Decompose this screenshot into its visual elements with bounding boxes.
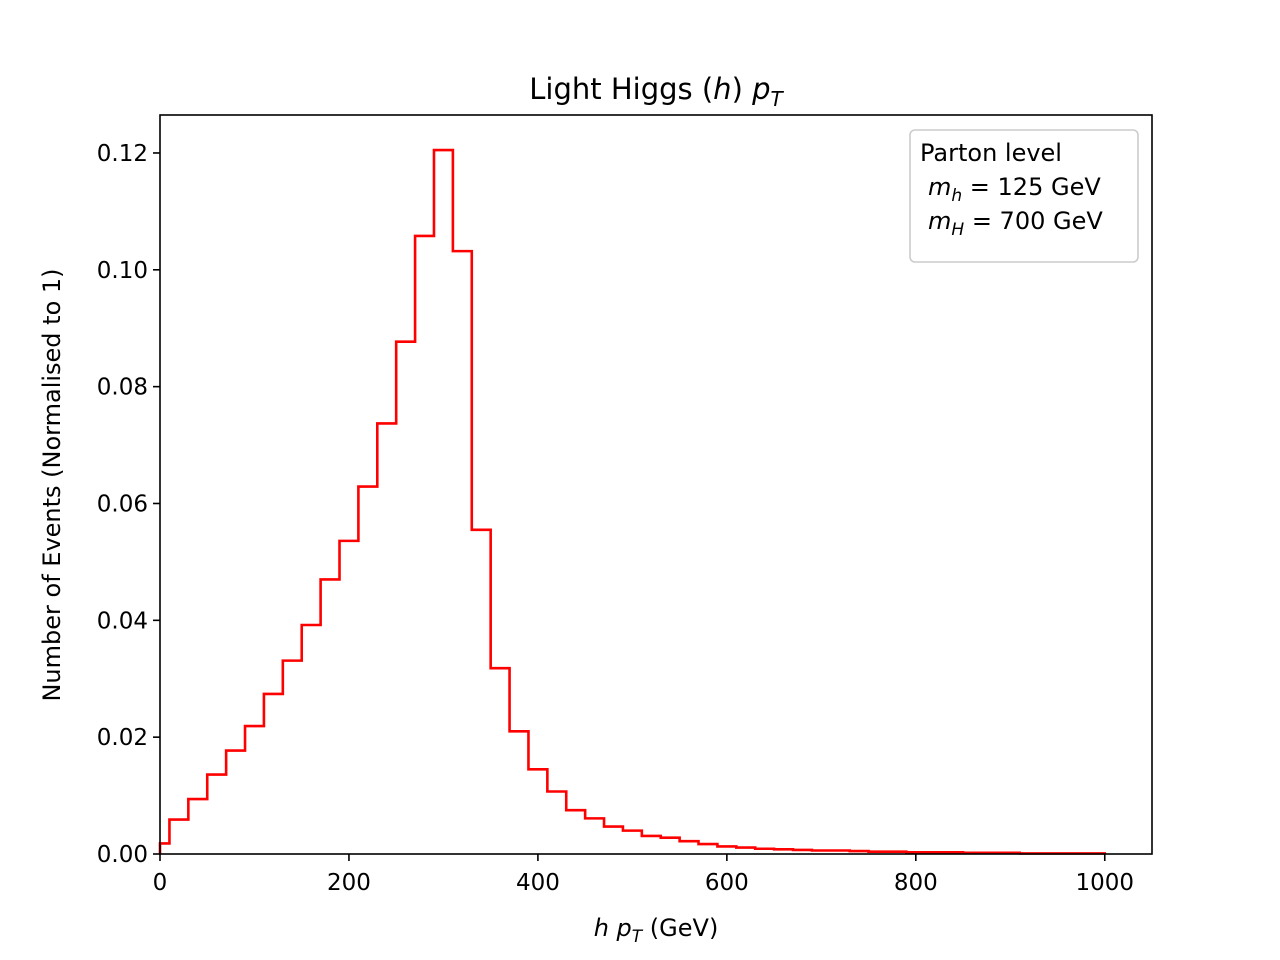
y-axis-label: Number of Events (Normalised to 1) <box>38 268 66 701</box>
legend-line-mh: mh = 125 GeV <box>928 173 1101 206</box>
x-tick-label: 800 <box>894 870 938 896</box>
x-axis-label: h pT (GeV) <box>594 914 719 947</box>
histogram-bin <box>377 423 396 854</box>
histogram-bin <box>283 661 302 854</box>
histogram-bin <box>585 818 604 854</box>
histogram-bin <box>434 150 453 854</box>
histogram-bin <box>340 541 359 854</box>
histogram-bin <box>472 530 491 854</box>
histogram-bin <box>661 838 680 854</box>
histogram-bin <box>699 844 718 854</box>
histogram-bin <box>245 726 264 854</box>
histogram-bin <box>491 668 510 854</box>
x-tick-label: 400 <box>516 870 560 896</box>
histogram-bin <box>226 751 245 854</box>
plot-area: 0 200 400 600 800 1000 0.000.020.040.060.080.… <box>97 114 1153 896</box>
x-axis-ticks: 0 200 400 600 800 1000 <box>153 854 1134 896</box>
histogram-bin <box>415 236 434 854</box>
y-tick-label: 0.08 <box>97 375 148 401</box>
y-tick-label: 0.12 <box>97 141 148 167</box>
legend-box <box>909 129 1139 263</box>
y-tick-label: 0.02 <box>97 725 148 751</box>
x-tick-label: 0 <box>153 870 168 896</box>
histogram-bin <box>547 791 566 854</box>
histogram-bin <box>604 827 623 854</box>
y-tick-label: 0.10 <box>97 258 148 284</box>
histogram-bin <box>510 731 529 854</box>
histogram-bin <box>358 487 377 854</box>
y-tick-label: 0.00 <box>97 842 148 868</box>
histogram-step-line <box>158 148 1107 855</box>
histogram-bin <box>453 251 472 854</box>
y-tick-label: 0.04 <box>97 608 148 634</box>
histogram-bin <box>321 579 340 854</box>
histogram-bin <box>717 846 736 854</box>
legend-line-parton-level: Parton level <box>920 139 1062 167</box>
histogram-bin <box>264 694 283 854</box>
histogram-bin <box>680 841 699 854</box>
histogram-bin <box>302 625 321 854</box>
histogram-bin <box>169 820 188 854</box>
x-tick-label: 1000 <box>1075 870 1134 896</box>
y-tick-label: 0.06 <box>97 491 148 517</box>
histogram-series <box>158 148 1107 855</box>
y-axis-ticks: 0.00 0.02 0.04 0.06 0.08 0.10 0.12 <box>97 141 160 868</box>
chart-title: Light Higgs (h) pT <box>529 72 784 111</box>
histogram-bin <box>396 342 415 854</box>
histogram-bin <box>623 831 642 854</box>
x-tick-label: 600 <box>705 870 749 896</box>
legend-line-mH: mH = 700 GeV <box>928 207 1103 240</box>
x-tick-label: 200 <box>327 870 371 896</box>
legend: Parton level mh = 125 GeV mH = 700 GeV <box>909 129 1139 263</box>
plot-frame <box>159 114 1153 855</box>
histogram-bin <box>160 843 169 854</box>
histogram-bin <box>188 799 207 854</box>
histogram-bin <box>566 810 585 854</box>
histogram-bin <box>642 836 661 854</box>
histogram-bin <box>528 769 547 854</box>
histogram-bin <box>207 775 226 854</box>
histogram-bin <box>736 848 755 854</box>
